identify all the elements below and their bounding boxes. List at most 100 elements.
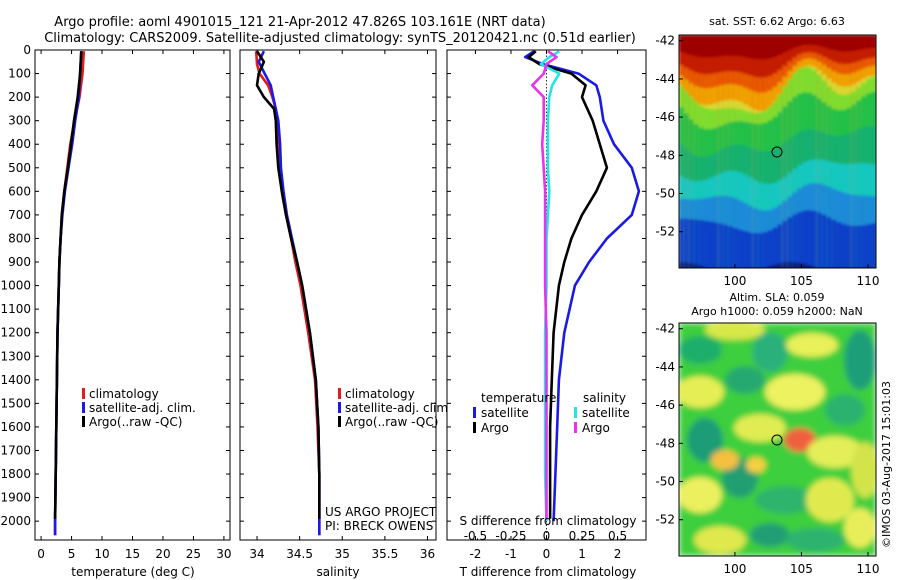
sst-color-cell xyxy=(807,210,813,268)
map-y-tick-label: -42 xyxy=(655,34,675,48)
depth-tick-label: 800 xyxy=(8,231,31,245)
legend-swatch xyxy=(574,422,577,433)
sla-blob xyxy=(844,508,876,548)
imos-timestamp: ©IMOS 03-Aug-2017 15:01:03 xyxy=(880,381,893,548)
sla-blob xyxy=(784,428,816,452)
x-tick-label: 25 xyxy=(186,547,201,561)
sst-color-cell xyxy=(792,262,798,268)
sst-color-cell xyxy=(698,220,705,268)
legend-swatch xyxy=(82,388,85,399)
depth-tick-label: 1700 xyxy=(0,443,31,457)
depth-tick-label: 0 xyxy=(23,43,31,57)
map-y-tick-label: -46 xyxy=(655,110,675,124)
depth-tick-label: 400 xyxy=(8,137,31,151)
map-y-tick-label: -50 xyxy=(655,187,675,201)
sst-color-cell xyxy=(713,222,720,268)
depth-tick-label: 100 xyxy=(8,67,31,81)
sst-color-cell xyxy=(797,262,803,268)
s_satellite-profile-line xyxy=(539,50,561,522)
sla-map-frame xyxy=(678,322,877,557)
t-difference-label: T difference from climatology xyxy=(459,565,637,579)
sst-color-cell xyxy=(846,225,853,268)
sst-color-cell xyxy=(821,214,828,268)
depth-tick-label: 1100 xyxy=(0,302,31,316)
depth-tick-label: 1500 xyxy=(0,396,31,410)
sst-color-cell xyxy=(831,219,838,268)
sst-color-cell xyxy=(743,231,749,268)
temperature-panel: 0100200300400500600700800900100011001200… xyxy=(0,43,231,579)
sst-color-cell xyxy=(757,233,764,268)
salinity-profiles xyxy=(254,50,321,536)
x-tick-label: 10 xyxy=(94,547,109,561)
sst-color-cell xyxy=(772,264,779,268)
t-tick-label: -1 xyxy=(505,547,517,561)
sla-blob xyxy=(679,376,724,408)
sst-map-panel: sat. SST: 6.62 Argo: 6.63 100 105 110 -42 -4… xyxy=(655,15,879,288)
s-tick-label: 0.5 xyxy=(608,529,627,543)
s-tick-label: -0.25 xyxy=(495,529,526,543)
sst-color-cell xyxy=(703,220,710,268)
map-y-tick-label: -52 xyxy=(655,225,675,239)
sla-blob xyxy=(807,436,863,468)
salinity-axis: 34 34.5 35 35.5 36 xyxy=(249,50,435,561)
sst-color-cell xyxy=(826,217,833,268)
salinity-depth-ticks xyxy=(240,49,436,522)
depth-tick-label: 1400 xyxy=(0,373,31,387)
sla-blob xyxy=(750,523,790,547)
map-x-tick-label: 105 xyxy=(790,274,813,288)
map-x-tick-label: 105 xyxy=(790,562,813,576)
sst-color-cell xyxy=(782,262,789,268)
map-y-tick-label: -46 xyxy=(655,398,675,412)
legend-label: satellite-adj. clim. xyxy=(345,401,452,415)
sst-color-cell xyxy=(812,266,818,268)
sla-field xyxy=(679,323,876,556)
sla-blob xyxy=(746,457,766,473)
difference-depth-ticks xyxy=(447,49,646,522)
sst-color-cell xyxy=(718,223,725,268)
sst-color-cell xyxy=(866,224,872,268)
depth-tick-label: 200 xyxy=(8,90,31,104)
legend-swatch xyxy=(338,388,341,399)
depth-tick-label: 300 xyxy=(8,114,31,128)
legend-label: Argo xyxy=(582,421,610,435)
x-tick-label: 5 xyxy=(68,547,76,561)
map-x-tick-label: 110 xyxy=(857,562,880,576)
legend-swatch xyxy=(574,407,577,418)
sla-blob xyxy=(679,477,722,513)
figure-title-line1: Argo profile: aoml 4901015_121 21-Apr-20… xyxy=(54,15,545,30)
depth-tick-label: 700 xyxy=(8,208,31,222)
s_argo-profile-line xyxy=(530,50,558,519)
t-tick-label: 0 xyxy=(543,547,551,561)
sst-profile-marker xyxy=(771,146,783,158)
sla-blob xyxy=(755,486,815,514)
depth-tick-label: 1800 xyxy=(0,467,31,481)
sst-color-cell xyxy=(683,262,690,268)
pi-credit: PI: BRECK OWENS xyxy=(325,519,433,533)
depth-tick-label: 600 xyxy=(8,184,31,198)
sla-blob xyxy=(694,526,746,554)
sla-blob xyxy=(851,442,876,498)
sla-blob xyxy=(705,323,765,340)
t-tick-label: 1 xyxy=(578,547,586,561)
legend-swatch xyxy=(82,416,85,427)
sst-color-cell xyxy=(836,222,843,268)
sst-color-cell xyxy=(802,210,808,268)
map-y-tick-label: -42 xyxy=(655,322,675,336)
sst-color-cell xyxy=(683,218,690,268)
sst-color-cell xyxy=(787,262,794,268)
sst-color-cell xyxy=(752,233,759,268)
legend-label: Argo xyxy=(481,421,509,435)
sst-color-cell xyxy=(698,265,705,268)
sst-color-cell xyxy=(688,263,695,268)
x-tick-label: 0 xyxy=(37,547,45,561)
sst-color-cell xyxy=(679,218,685,268)
sla-blob xyxy=(765,374,825,410)
legend-header-temperature: temperature xyxy=(481,391,556,405)
legend-swatch xyxy=(82,402,85,413)
x-tick-label: 20 xyxy=(155,547,170,561)
legend-label: satellite xyxy=(481,406,529,420)
sst-color-cell xyxy=(738,229,744,268)
sst-color-cell xyxy=(816,212,823,268)
